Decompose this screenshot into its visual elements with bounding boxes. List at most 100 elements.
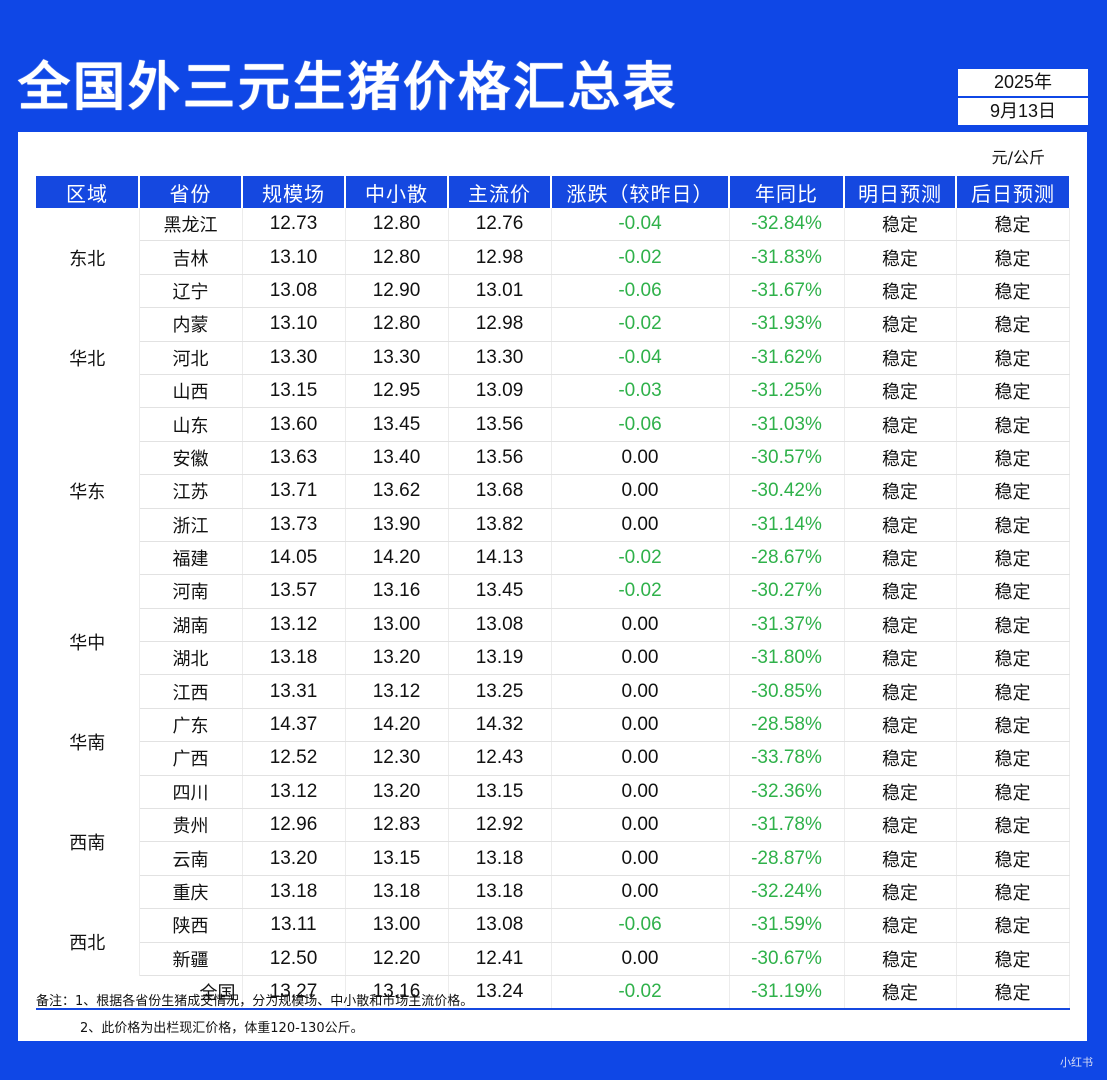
yoy-change: -32.36% xyxy=(729,775,845,810)
table-row: 吉林 13.10 12.80 12.98 -0.02 -31.83% 稳定 稳定 xyxy=(36,240,1070,275)
small-farm-price: 13.16 xyxy=(345,975,449,1011)
table-row: 山西 13.15 12.95 13.09 -0.03 -31.25% 稳定 稳定 xyxy=(36,374,1070,409)
forecast-tomorrow: 稳定 xyxy=(844,474,957,509)
small-farm-price: 13.90 xyxy=(345,508,449,542)
table-row: 湖北 13.18 13.20 13.19 0.00 -31.80% 稳定 稳定 xyxy=(36,641,1070,676)
forecast-tomorrow: 稳定 xyxy=(844,508,957,542)
mainstream-price: 14.13 xyxy=(448,541,552,576)
mainstream-price: 13.19 xyxy=(448,641,552,676)
yoy-change: -30.85% xyxy=(729,674,845,709)
province-cell: 山西 xyxy=(139,374,243,409)
forecast-day-after: 稳定 xyxy=(956,775,1070,810)
province-cell: 广西 xyxy=(139,741,243,776)
forecast-tomorrow: 稳定 xyxy=(844,841,957,876)
province-cell: 云南 xyxy=(139,841,243,876)
large-farm-price: 13.30 xyxy=(242,341,346,375)
mainstream-price: 13.45 xyxy=(448,574,552,609)
note-1: 备注：1、根据各省份生猪成交情况，分为规模场、中小散和市场主流价格。 xyxy=(36,994,474,1009)
header-cell: 区域 xyxy=(36,176,140,208)
forecast-day-after: 稳定 xyxy=(956,208,1070,242)
yoy-change: -31.19% xyxy=(729,975,845,1011)
forecast-day-after: 稳定 xyxy=(956,608,1070,643)
table-row: 新疆 12.50 12.20 12.41 0.00 -30.67% 稳定 稳定 xyxy=(36,942,1070,976)
small-farm-price: 13.18 xyxy=(345,875,449,910)
province-cell: 浙江 xyxy=(139,508,243,542)
mainstream-price: 13.18 xyxy=(448,875,552,910)
table-row: 云南 13.20 13.15 13.18 0.00 -28.87% 稳定 稳定 xyxy=(36,841,1070,876)
yoy-change: -28.67% xyxy=(729,541,845,576)
province-cell: 湖北 xyxy=(139,641,243,676)
mainstream-price: 12.41 xyxy=(448,942,552,976)
header-row: 区域 省份 规模场 中小散 主流价 涨跌（较昨日） 年同比 明日预测 后日预测 xyxy=(36,176,1069,208)
table-row: 江苏 13.71 13.62 13.68 0.00 -30.42% 稳定 稳定 xyxy=(36,474,1070,509)
mainstream-price: 13.08 xyxy=(448,608,552,643)
small-farm-price: 12.83 xyxy=(345,808,449,843)
forecast-day-after: 稳定 xyxy=(956,240,1070,275)
forecast-day-after: 稳定 xyxy=(956,307,1070,342)
table-row: 西北 陕西 13.11 13.00 13.08 -0.06 -31.59% 稳定 稳定 xyxy=(36,908,1070,976)
small-farm-price: 12.90 xyxy=(345,274,449,309)
table-row: 安徽 13.63 13.40 13.56 0.00 -30.57% 稳定 稳定 xyxy=(36,441,1070,476)
mainstream-price: 13.25 xyxy=(448,674,552,709)
daily-change: -0.02 xyxy=(551,307,730,342)
yoy-change: -31.14% xyxy=(729,508,845,542)
forecast-day-after: 稳定 xyxy=(956,808,1070,843)
forecast-day-after: 稳定 xyxy=(956,708,1070,743)
daily-change: 0.00 xyxy=(551,474,730,509)
mainstream-price: 13.09 xyxy=(448,374,552,409)
large-farm-price: 13.57 xyxy=(242,574,346,609)
large-farm-price: 13.15 xyxy=(242,374,346,409)
yoy-change: -31.67% xyxy=(729,274,845,309)
forecast-day-after: 稳定 xyxy=(956,274,1070,309)
province-cell: 河南 xyxy=(139,574,243,609)
yoy-change: -31.62% xyxy=(729,341,845,375)
note-2: 2、此价格为出栏现汇价格，体重120-130公斤。 xyxy=(80,1021,364,1036)
mainstream-price: 12.98 xyxy=(448,307,552,342)
forecast-day-after: 稳定 xyxy=(956,407,1070,442)
daily-change: -0.02 xyxy=(551,975,730,1011)
yoy-change: -31.59% xyxy=(729,908,845,943)
table-row: 重庆 13.18 13.18 13.18 0.00 -32.24% 稳定 稳定 xyxy=(36,875,1070,910)
small-farm-price: 12.95 xyxy=(345,374,449,409)
small-farm-price: 12.80 xyxy=(345,240,449,275)
forecast-tomorrow: 稳定 xyxy=(844,307,957,342)
large-farm-price: 13.12 xyxy=(242,608,346,643)
forecast-tomorrow: 稳定 xyxy=(844,975,957,1011)
mainstream-price: 13.08 xyxy=(448,908,552,943)
forecast-day-after: 稳定 xyxy=(956,341,1070,375)
small-farm-price: 12.80 xyxy=(345,208,449,242)
forecast-tomorrow: 稳定 xyxy=(844,741,957,776)
header-cell: 中小散 xyxy=(345,176,449,208)
date-box: 2025年 9月13日 xyxy=(957,68,1089,126)
price-table: 区域 省份 规模场 中小散 主流价 涨跌（较昨日） 年同比 明日预测 后日预测 … xyxy=(36,176,1070,1011)
forecast-day-after: 稳定 xyxy=(956,574,1070,609)
large-farm-price: 12.96 xyxy=(242,808,346,843)
large-farm-price: 13.10 xyxy=(242,240,346,275)
unit-label: 元/公斤 xyxy=(991,148,1045,167)
yoy-change: -30.67% xyxy=(729,942,845,976)
small-farm-price: 13.20 xyxy=(345,775,449,810)
province-cell: 贵州 xyxy=(139,808,243,843)
table-row: 华东 山东 13.60 13.45 13.56 -0.06 -31.03% 稳定 稳定 xyxy=(36,407,1070,575)
mainstream-price: 12.98 xyxy=(448,240,552,275)
large-farm-price: 13.73 xyxy=(242,508,346,542)
province-cell: 山东 xyxy=(139,407,243,442)
forecast-tomorrow: 稳定 xyxy=(844,908,957,943)
header-cell: 年同比 xyxy=(729,176,845,208)
daily-change: 0.00 xyxy=(551,775,730,810)
forecast-day-after: 稳定 xyxy=(956,474,1070,509)
forecast-tomorrow: 稳定 xyxy=(844,240,957,275)
yoy-change: -33.78% xyxy=(729,741,845,776)
region-cell: 华北 xyxy=(36,307,140,408)
small-farm-price: 13.30 xyxy=(345,341,449,375)
yoy-change: -28.58% xyxy=(729,708,845,743)
watermark: 小红书 xyxy=(1060,1056,1093,1069)
region-cell: 西北 xyxy=(36,908,140,976)
daily-change: 0.00 xyxy=(551,875,730,910)
forecast-tomorrow: 稳定 xyxy=(844,341,957,375)
forecast-day-after: 稳定 xyxy=(956,875,1070,910)
large-farm-price: 13.60 xyxy=(242,407,346,442)
mainstream-price: 13.01 xyxy=(448,274,552,309)
forecast-tomorrow: 稳定 xyxy=(844,942,957,976)
daily-change: 0.00 xyxy=(551,841,730,876)
